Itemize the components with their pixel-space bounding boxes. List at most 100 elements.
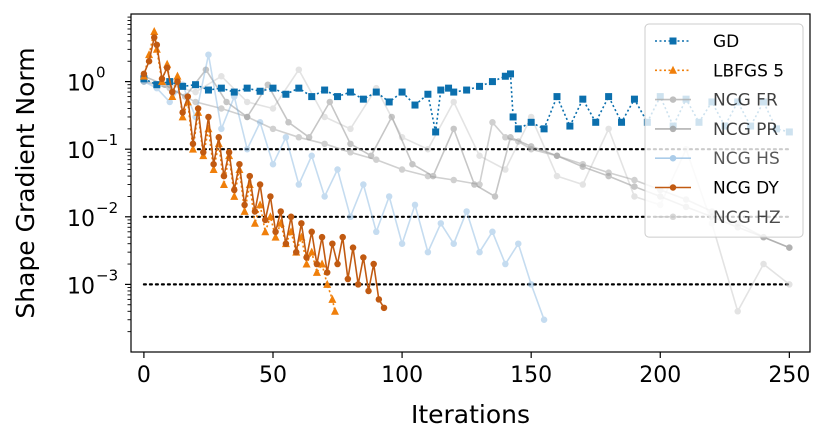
data-point-lbfgs-5 [261, 227, 270, 236]
legend-item-ncg-pr: NCG PR [655, 120, 778, 140]
data-point-ncg-hs [321, 193, 328, 200]
x-axis: 0 50 100 150 200 250 [137, 352, 810, 388]
data-point-ncg-dy [354, 281, 362, 288]
legend-label-ncg-dy: NCG DY [713, 179, 779, 199]
data-point-lbfgs-5 [328, 294, 337, 303]
data-point-ncg-dy [272, 228, 279, 236]
data-point-gd [445, 84, 453, 92]
data-point-lbfgs-5 [168, 92, 177, 101]
data-point-gd [437, 86, 445, 94]
data-point-gd [630, 95, 638, 103]
data-point-ncg-dy [262, 216, 269, 224]
data-point-ncg-dy [231, 186, 238, 194]
data-point-ncg-pr [605, 172, 612, 180]
data-point-ncg-hs [450, 240, 457, 247]
data-point-ncg-hz [760, 260, 767, 268]
data-point-ncg-hs [515, 240, 522, 247]
data-point-gd [372, 88, 380, 96]
data-point-lbfgs-5 [302, 259, 311, 268]
data-point-ncg-fr [218, 105, 225, 112]
legend-marker-gd [669, 37, 677, 45]
legend-item-lbfgs-5: LBFGS 5 [655, 61, 784, 81]
data-point-gd [411, 101, 419, 109]
data-point-ncg-hs [476, 248, 483, 256]
data-point-lbfgs-5 [318, 259, 327, 268]
data-point-ncg-dy [365, 287, 372, 295]
data-point-gd [295, 84, 303, 92]
x-tick-label: 250 [768, 363, 810, 388]
data-point-ncg-hz [579, 181, 587, 188]
data-point-ncg-fr [502, 134, 509, 141]
data-point-gd [230, 88, 238, 96]
data-point-lbfgs-5 [330, 306, 339, 315]
data-point-gd [566, 122, 574, 130]
data-point-ncg-hs [205, 51, 212, 58]
data-point-ncg-pr [388, 113, 396, 121]
data-point-gd [359, 95, 367, 103]
data-point-ncg-hs [243, 145, 251, 153]
data-point-ncg-pr [202, 66, 210, 73]
data-point-ncg-hs [527, 281, 535, 288]
data-point-ncg-hz [476, 152, 483, 160]
data-point-ncg-dy [380, 304, 388, 312]
data-point-ncg-fr [631, 176, 638, 184]
data-point-gd [432, 128, 440, 136]
data-point-ncg-pr [429, 172, 437, 180]
data-point-ncg-dy [179, 109, 186, 116]
data-point-ncg-dy [241, 201, 248, 209]
data-point-ncg-fr [321, 140, 328, 148]
data-point-gd [424, 90, 432, 98]
data-point-ncg-pr [223, 98, 230, 106]
data-point-gd [192, 81, 200, 89]
data-point-lbfgs-5 [266, 212, 275, 221]
data-point-lbfgs-5 [312, 267, 321, 276]
data-point-ncg-hs [437, 220, 445, 227]
data-point-ncg-hz [605, 125, 612, 133]
data-point-ncg-hs [295, 181, 303, 188]
data-point-ncg-pr [264, 81, 272, 88]
data-point-gd [243, 84, 251, 92]
data-point-ncg-hz [424, 145, 432, 153]
data-point-ncg-pr [305, 134, 313, 141]
data-point-ncg-dy [256, 181, 264, 188]
data-point-ncg-hz [631, 193, 638, 200]
series-lbfgs-5 [139, 26, 339, 315]
data-point-ncg-hz [450, 98, 457, 106]
data-point-ncg-hz [347, 125, 354, 133]
legend-marker-lbfgs-5 [669, 65, 677, 74]
legend-item-gd: GD [655, 32, 739, 52]
data-point-ncg-pr [491, 193, 499, 200]
data-point-ncg-dy [303, 254, 310, 261]
legend-marker-ncg-pr [669, 125, 677, 133]
y-tick-label: 10 [67, 72, 95, 97]
data-point-ncg-dy [334, 260, 341, 268]
legend-label-lbfgs-5: LBFGS 5 [713, 61, 784, 81]
data-point-ncg-hs [489, 228, 496, 236]
data-point-lbfgs-5 [188, 144, 197, 153]
data-point-gd [282, 90, 290, 98]
data-point-ncg-dy [339, 233, 346, 241]
x-tick-label: 200 [639, 363, 681, 388]
x-axis-label: Iterations [411, 400, 530, 429]
data-point-gd [346, 88, 354, 96]
legend-label-ncg-hs: NCG HS [713, 149, 780, 169]
data-point-ncg-pr [326, 98, 334, 106]
data-point-ncg-dy [210, 160, 217, 168]
data-point-ncg-hz [295, 66, 303, 73]
y-tick-label: 10 [67, 274, 95, 299]
data-point-ncg-dy [375, 296, 383, 303]
data-point-ncg-hz [192, 88, 199, 96]
data-point-gd [334, 93, 342, 101]
data-point-ncg-dy [370, 260, 377, 268]
data-point-gd [509, 113, 517, 121]
data-point-ncg-hz [269, 105, 277, 112]
data-point-ncg-hs [334, 166, 341, 173]
data-point-ncg-fr [450, 176, 457, 184]
data-point-gd [450, 88, 458, 96]
legend-item-ncg-hs: NCG HS [655, 149, 780, 169]
data-point-ncg-hz [734, 308, 741, 315]
data-point-gd [592, 118, 600, 126]
data-point-ncg-hs [218, 125, 225, 133]
